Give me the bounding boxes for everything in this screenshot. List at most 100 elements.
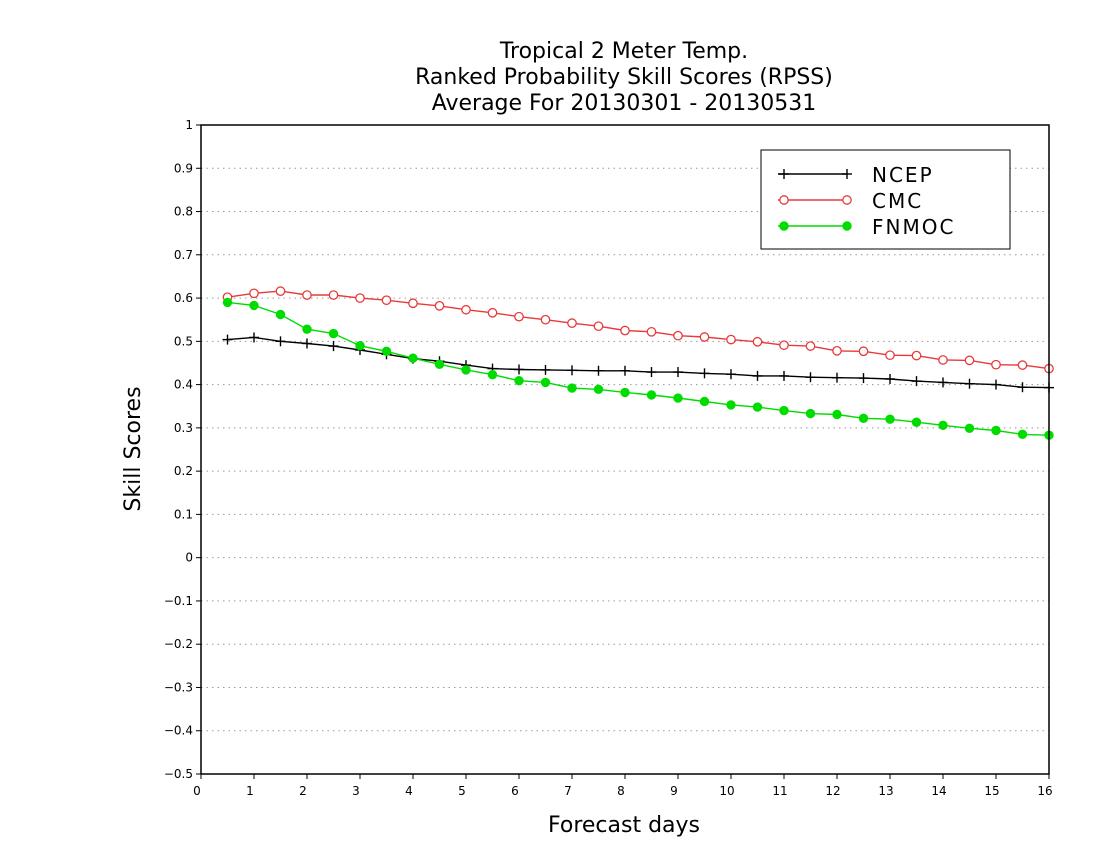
- y-tick-label: −0.4: [164, 724, 193, 738]
- series-fnmoc: [222, 297, 1054, 440]
- data-point-cmc: [328, 290, 339, 300]
- y-tick-label: 0: [185, 551, 193, 565]
- data-point-fnmoc: [328, 328, 339, 339]
- data-point-ncep: [673, 367, 683, 378]
- data-point-cmc: [1017, 360, 1028, 370]
- y-tick-label: 0.7: [174, 248, 193, 262]
- chart-title: Tropical 2 Meter Temp. Ranked Probabilit…: [415, 39, 833, 116]
- y-tick-label: 0.6: [174, 291, 193, 305]
- x-tick-label: 12: [825, 784, 840, 798]
- data-point-fnmoc: [593, 384, 604, 395]
- data-point-cmc: [593, 321, 604, 332]
- x-tick-label: 0: [193, 784, 201, 798]
- y-tick-label: 0.3: [174, 421, 193, 435]
- data-point-cmc: [911, 350, 922, 361]
- legend-label: NCEP: [872, 163, 934, 187]
- data-point-cmc: [752, 336, 763, 347]
- y-tick-label: 0.5: [174, 334, 193, 348]
- y-tick-label: 0.4: [174, 378, 193, 392]
- data-point-fnmoc: [381, 346, 392, 356]
- legend-marker-end: [842, 195, 852, 205]
- data-point-fnmoc: [567, 383, 577, 393]
- data-point-cmc: [249, 288, 259, 299]
- data-point-ncep: [302, 338, 312, 349]
- data-point-fnmoc: [752, 402, 763, 412]
- x-tick-label: 13: [878, 784, 893, 798]
- x-tick-label: 4: [405, 784, 413, 798]
- x-tick-label: 3: [352, 784, 360, 798]
- data-point-cmc: [646, 326, 657, 337]
- x-tick-label: 6: [511, 784, 519, 798]
- x-tick-label: 14: [931, 784, 946, 798]
- data-point-cmc: [699, 332, 710, 342]
- x-tick-label: 7: [564, 784, 572, 798]
- data-point-ncep: [1017, 382, 1028, 393]
- data-point-cmc: [885, 350, 895, 361]
- data-point-fnmoc: [222, 297, 233, 308]
- data-point-cmc: [832, 346, 842, 356]
- data-point-fnmoc: [514, 376, 524, 386]
- data-point-cmc: [726, 334, 736, 345]
- data-point-ncep: [275, 336, 286, 347]
- y-tick-label: 0.9: [174, 161, 193, 175]
- series-ncep: [222, 332, 1054, 393]
- y-tick-label: 0.2: [174, 464, 193, 478]
- data-point-fnmoc: [540, 377, 551, 388]
- data-point-cmc: [381, 295, 392, 306]
- y-tick-label: 0.1: [174, 507, 193, 521]
- legend-marker-end: [842, 169, 852, 179]
- data-point-fnmoc: [355, 340, 365, 351]
- data-point-ncep: [567, 365, 577, 376]
- data-point-ncep: [752, 370, 763, 381]
- data-point-ncep: [328, 341, 339, 352]
- data-point-fnmoc: [673, 393, 683, 403]
- data-point-cmc: [302, 290, 312, 300]
- legend-entry-ncep: NCEP: [778, 163, 934, 187]
- data-point-fnmoc: [302, 324, 312, 334]
- data-point-ncep: [646, 367, 657, 378]
- chart-title-line-2: Ranked Probability Skill Scores (RPSS): [415, 65, 833, 90]
- x-tick-label: 15: [984, 784, 999, 798]
- data-point-cmc: [487, 307, 498, 318]
- legend-marker-start: [779, 195, 789, 205]
- y-axis-label: Skill Scores: [121, 386, 146, 511]
- y-tick-label: 0.8: [174, 205, 193, 219]
- data-point-cmc: [434, 301, 445, 311]
- series-line-cmc: [227, 290, 1050, 370]
- data-point-fnmoc: [964, 423, 975, 433]
- x-tick-label: 9: [670, 784, 678, 798]
- data-point-fnmoc: [699, 396, 710, 407]
- data-point-fnmoc: [885, 414, 895, 424]
- legend-marker-end: [842, 221, 852, 231]
- y-tick-label: −0.1: [164, 594, 193, 608]
- data-point-ncep: [593, 365, 604, 376]
- y-tick-label: −0.2: [164, 637, 193, 651]
- data-point-ncep: [911, 376, 922, 387]
- x-tick-label: 10: [719, 784, 734, 798]
- legend-label: CMC: [872, 189, 923, 213]
- y-tick-label: −0.5: [164, 767, 193, 781]
- data-point-fnmoc: [487, 369, 498, 380]
- data-point-fnmoc: [646, 390, 657, 400]
- x-tick-label: 5: [458, 784, 466, 798]
- legend-marker-start: [779, 221, 789, 231]
- data-point-cmc: [620, 325, 630, 336]
- data-point-ncep: [858, 373, 869, 384]
- x-tick-label: 11: [772, 784, 787, 798]
- chart-title-line-1: Tropical 2 Meter Temp.: [499, 39, 748, 64]
- data-point-fnmoc: [249, 300, 259, 311]
- data-point-fnmoc: [779, 405, 789, 416]
- data-point-cmc: [408, 298, 418, 309]
- data-point-ncep: [540, 364, 551, 375]
- data-point-cmc: [938, 355, 948, 365]
- legend-marker-start: [779, 169, 789, 179]
- data-point-ncep: [832, 372, 842, 383]
- x-tick-label: 8: [617, 784, 625, 798]
- data-point-ncep: [249, 332, 259, 343]
- x-axis-ticks: 0 1 2 3 4 5 6 7 8 9 10 11 12 13 14 15 16: [193, 774, 1053, 798]
- y-tick-label: −0.3: [164, 680, 193, 694]
- data-point-fnmoc: [991, 425, 1001, 436]
- data-point-ncep: [991, 379, 1001, 390]
- data-point-cmc: [514, 311, 524, 322]
